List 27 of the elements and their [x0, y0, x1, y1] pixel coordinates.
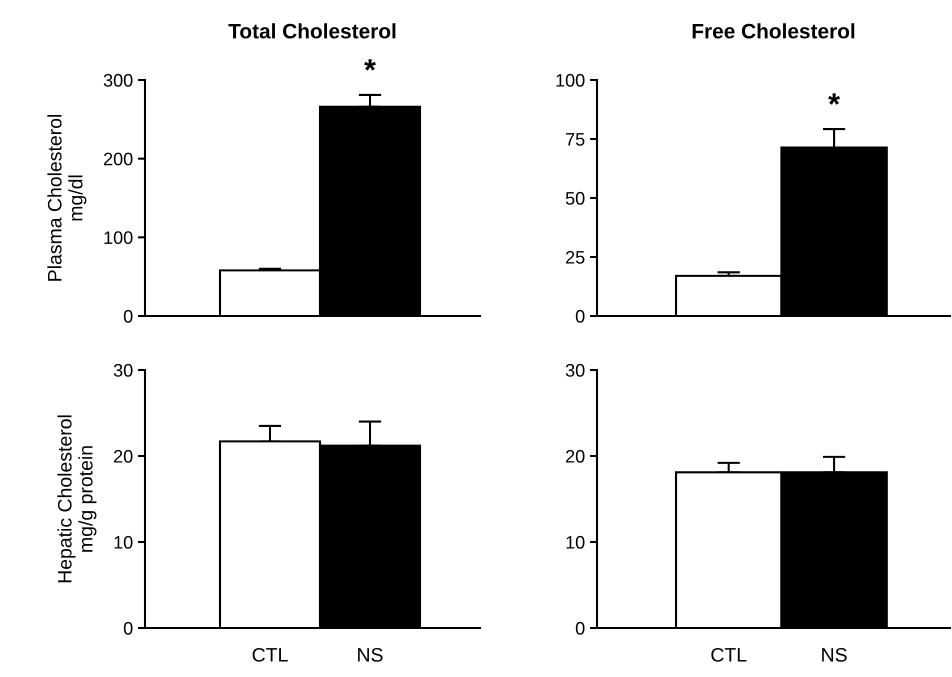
- annotation: *: [364, 59, 376, 71]
- y-tick-label: 100: [556, 74, 584, 87]
- y-tick-label: 50: [566, 192, 584, 205]
- y-axis-title: Plasma Cholesterol mg/dl: [47, 115, 86, 281]
- y-axis-title: Hepatic Cholesterol mg/g protein: [57, 415, 96, 582]
- y-tick-label: 25: [566, 250, 584, 264]
- y-tick-label: 0: [124, 310, 132, 323]
- chart-title: Free Cholesterol: [692, 23, 854, 39]
- y-tick-label: 20: [566, 450, 584, 463]
- y-tick-label: 10: [566, 536, 584, 549]
- x-tick-label: CTL: [711, 648, 746, 662]
- y-tick-label: 30: [566, 364, 584, 377]
- y-tick-label: 10: [114, 536, 132, 549]
- x-tick-label: NS: [822, 648, 847, 662]
- chart-title: Total Cholesterol: [228, 23, 396, 39]
- y-tick-label: 100: [104, 231, 132, 244]
- y-tick-label: 75: [566, 133, 584, 146]
- y-tick-label: 30: [114, 364, 132, 377]
- y-tick-label: 0: [576, 622, 584, 635]
- annotation: *: [828, 93, 840, 105]
- x-tick-label: CTL: [252, 648, 288, 662]
- y-tick-label: 300: [104, 74, 132, 87]
- y-tick-label: 200: [104, 152, 132, 166]
- y-tick-label: 20: [114, 450, 132, 463]
- y-tick-label: 0: [124, 622, 132, 635]
- y-tick-label: 0: [576, 310, 584, 323]
- x-tick-label: NS: [358, 648, 383, 662]
